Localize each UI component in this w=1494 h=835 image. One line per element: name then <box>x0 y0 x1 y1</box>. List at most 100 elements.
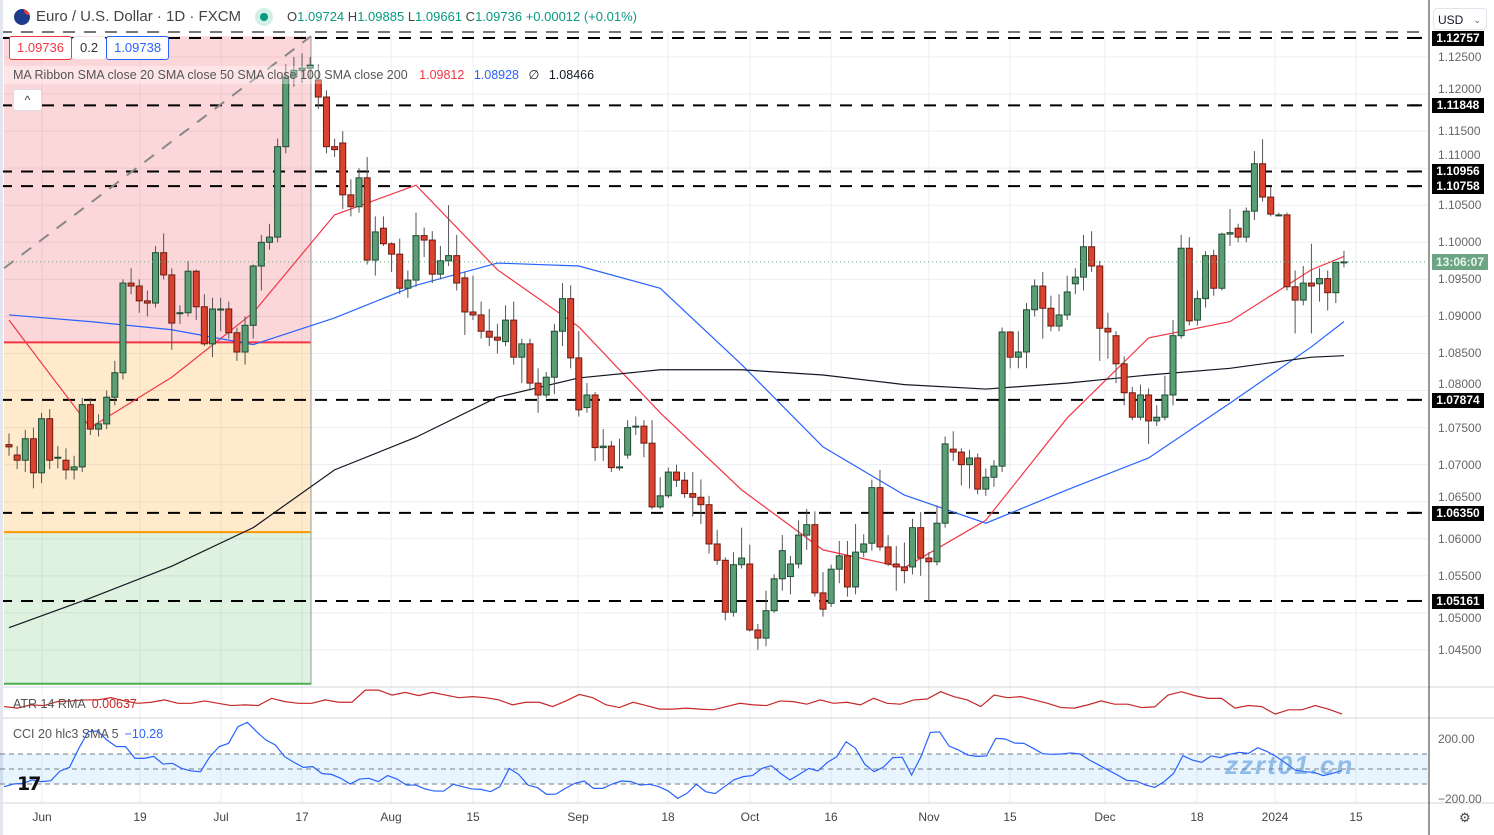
candle-body-up <box>282 76 290 148</box>
candle-body-down <box>1324 278 1332 294</box>
candle-body-up <box>1079 246 1087 278</box>
candle-body-down <box>974 457 982 490</box>
candle-body-down <box>892 563 900 568</box>
time-axis-label: 18 <box>1190 810 1204 824</box>
candle <box>1267 186 1275 217</box>
candle-body-up <box>436 260 444 275</box>
atr-legend[interactable]: ATR 14 RMA 0.00637 <box>13 697 137 711</box>
candle <box>884 535 892 567</box>
candle-body-down <box>396 253 404 289</box>
candle-body-down <box>314 79 322 98</box>
candle <box>388 242 396 272</box>
symbol-header: Euro / U.S. Dollar · 1D · FXCM O1.09724 … <box>0 0 1428 33</box>
symbol-title[interactable]: Euro / U.S. Dollar · 1D · FXCM <box>36 8 242 25</box>
candle <box>184 260 192 317</box>
candle-body-down <box>143 300 151 304</box>
candle <box>21 429 29 473</box>
candle-body-up <box>274 146 282 238</box>
candle-body-up <box>1242 210 1250 238</box>
candle <box>591 392 599 461</box>
candle-body-up <box>152 252 160 304</box>
candle <box>1096 260 1104 361</box>
candle-body-up <box>835 555 843 570</box>
candle <box>274 138 282 243</box>
candle <box>314 64 322 109</box>
candle <box>1088 231 1096 272</box>
candle-body-down <box>876 487 884 548</box>
currency-select[interactable]: USD ⌄ <box>1433 8 1487 30</box>
candle-body-down <box>1234 227 1242 238</box>
position-tool-target-zone <box>4 532 311 685</box>
candle-body-down <box>347 194 355 208</box>
time-axis-label: Nov <box>918 810 940 824</box>
candle <box>298 53 306 83</box>
candle-body-up <box>1169 335 1177 396</box>
collapse-legend-button[interactable]: ^ <box>13 89 42 111</box>
candle <box>892 546 900 591</box>
candle-body-up <box>518 343 526 358</box>
candle <box>1055 294 1063 332</box>
candle <box>428 231 436 284</box>
candle-body-up <box>982 476 990 490</box>
candle <box>103 390 111 430</box>
candle-body-up <box>786 563 794 578</box>
candle <box>192 269 200 321</box>
candle <box>143 290 151 317</box>
candle <box>1161 375 1169 421</box>
price-axis-label: 1.10000 <box>1438 235 1482 250</box>
candle-body-up <box>729 564 737 613</box>
candle <box>249 264 257 339</box>
candle-body-down <box>1283 214 1291 288</box>
candle <box>648 420 656 510</box>
time-axis-label: 18 <box>661 810 675 824</box>
cci-legend[interactable]: CCI 20 hlc3 SMA 5 −10.28 <box>13 727 163 741</box>
time-axis-label: 15 <box>466 810 480 824</box>
candle <box>843 541 851 597</box>
candle <box>681 472 689 499</box>
price-axis-label: 1.11000 <box>1438 148 1481 163</box>
candle <box>575 331 583 417</box>
candle-body-down <box>46 418 54 461</box>
candle <box>1340 250 1348 268</box>
candle <box>526 338 534 391</box>
price-axis-label: 1.12000 <box>1438 82 1482 97</box>
buy-button[interactable]: 1.09738 <box>106 36 170 60</box>
candle-body-down <box>697 496 705 506</box>
candle <box>1145 388 1153 444</box>
left-edge <box>0 0 3 835</box>
candle <box>420 227 428 258</box>
sell-button[interactable]: 1.09736 <box>9 36 72 60</box>
candle <box>363 157 371 265</box>
candle <box>1218 232 1226 291</box>
candle <box>778 535 786 591</box>
candle-body-down <box>1185 247 1193 322</box>
candle-body-up <box>827 568 835 604</box>
candle-body-down <box>233 332 241 353</box>
candle <box>1112 331 1120 384</box>
ma-ribbon-legend[interactable]: MA Ribbon SMA close 20 SMA close 50 SMA … <box>4 66 604 84</box>
candle-body-up <box>78 404 86 468</box>
candle-body-up <box>1299 282 1307 301</box>
candle <box>786 555 794 595</box>
settings-icon[interactable]: ⚙ <box>1459 810 1471 825</box>
candle-body-down <box>160 252 168 276</box>
candle <box>705 495 713 554</box>
candle <box>200 294 208 347</box>
candle-body-down <box>1112 335 1120 365</box>
candle-body-up <box>966 457 974 466</box>
candle <box>1324 270 1332 311</box>
tradingview-logo[interactable]: 17 <box>17 773 41 795</box>
candle <box>876 469 884 551</box>
candle-body-down <box>917 527 925 559</box>
level-price-label: 1.12757 <box>1432 31 1484 46</box>
candle-body-up <box>1063 291 1071 316</box>
candle-body-down <box>713 543 721 561</box>
candle-body-down <box>420 235 428 241</box>
candle-body-up <box>599 445 607 449</box>
sma50-value: 1.08928 <box>473 68 519 82</box>
candle <box>1299 266 1307 306</box>
level-price-label: 1.11848 <box>1432 98 1484 114</box>
sma20-value: 1.09812 <box>419 68 465 82</box>
candle <box>624 420 632 459</box>
